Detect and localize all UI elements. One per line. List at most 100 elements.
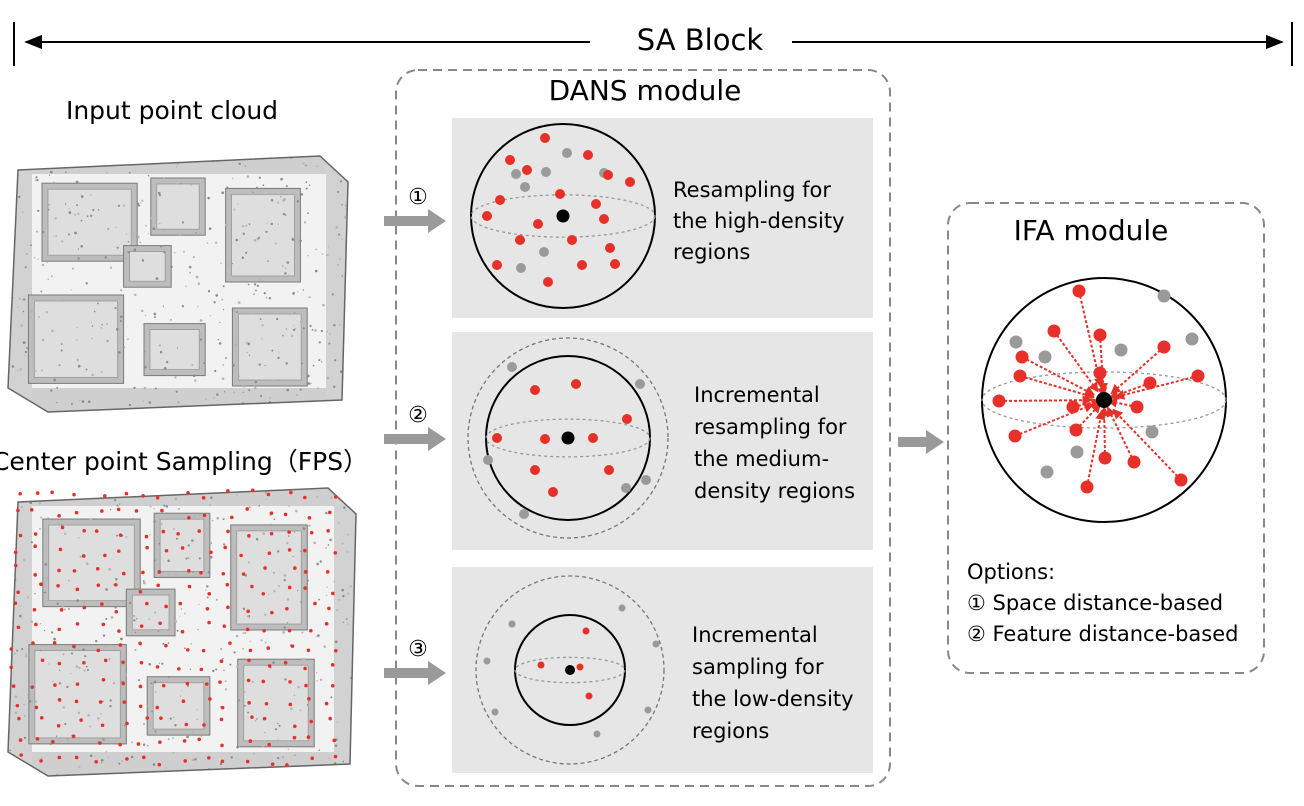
fps-sample-point xyxy=(303,569,308,574)
scan-point xyxy=(219,762,223,766)
fps-sample-point xyxy=(199,570,203,575)
fps-sample-point xyxy=(292,735,297,740)
scan-point xyxy=(125,256,128,259)
fps-sample-point xyxy=(201,496,206,500)
scan-point xyxy=(219,156,223,158)
scan-point xyxy=(152,763,156,766)
neighbor-point-red xyxy=(537,661,545,669)
scan-point xyxy=(16,649,19,652)
scan-point xyxy=(66,685,69,689)
dans-panel-high-density: ① Resampling for the high-density region… xyxy=(384,118,873,318)
scan-point xyxy=(302,657,306,661)
scan-point xyxy=(289,313,291,316)
scan-point xyxy=(41,230,45,234)
scan-point xyxy=(116,534,119,537)
scan-point xyxy=(134,631,137,634)
scan-point xyxy=(47,278,49,280)
scan-point xyxy=(81,400,85,403)
fps-sample-point xyxy=(287,585,292,590)
scan-point xyxy=(205,589,207,591)
sphere-high-density xyxy=(470,123,656,309)
fps-sample-point xyxy=(100,723,105,728)
scan-point xyxy=(105,588,108,591)
scan-point xyxy=(241,256,245,259)
scan-point xyxy=(297,291,299,293)
scan-point xyxy=(327,544,330,546)
neighbor-point-red xyxy=(548,487,558,497)
scan-point xyxy=(173,716,175,719)
scan-point xyxy=(244,164,247,168)
fps-sample-point xyxy=(245,759,250,764)
fps-sample-point xyxy=(247,534,251,538)
neighbor-point-red xyxy=(1127,455,1141,469)
scan-point xyxy=(45,577,49,580)
scan-point xyxy=(134,293,137,297)
fps-sample-point xyxy=(229,515,234,520)
scan-point xyxy=(248,223,251,226)
neighbor-point-red xyxy=(1143,376,1157,390)
scan-point xyxy=(242,607,246,610)
scan-point xyxy=(74,231,77,235)
scan-point xyxy=(100,758,104,762)
scan-point xyxy=(318,598,320,601)
scan-point xyxy=(262,532,266,536)
scan-point xyxy=(106,603,109,607)
scan-point xyxy=(286,622,289,624)
ifa-module: IFA module Options: ① Space distance-bas… xyxy=(947,202,1265,674)
scan-point xyxy=(30,490,33,493)
scan-point xyxy=(245,251,248,254)
scan-point xyxy=(49,170,53,174)
scan-point xyxy=(154,387,157,390)
fps-sample-point xyxy=(283,660,288,665)
furniture-surface xyxy=(48,524,135,602)
scan-point xyxy=(264,613,267,616)
scan-point xyxy=(62,653,65,656)
scan-point xyxy=(30,541,33,544)
scan-point xyxy=(237,301,241,304)
scan-point xyxy=(76,599,80,602)
scan-point xyxy=(196,718,198,721)
scan-point xyxy=(91,325,94,327)
dans-panel-low-density: ③ Incremental sampling for the low-densi… xyxy=(384,567,873,773)
scan-point xyxy=(125,536,128,538)
neighbor-point-red xyxy=(495,195,505,205)
aggregation-arrow xyxy=(998,395,1093,406)
fps-sample-point xyxy=(207,756,211,760)
fps-sample-point xyxy=(327,606,331,611)
neighbor-point-red xyxy=(555,189,565,199)
fps-sample-point xyxy=(118,643,123,647)
furniture-surface xyxy=(47,188,132,256)
scan-point xyxy=(174,620,178,623)
neighbor-point-red xyxy=(1072,284,1086,298)
scan-point xyxy=(186,556,190,560)
scan-point xyxy=(302,327,305,330)
fps-sample-point xyxy=(60,525,65,530)
fps-sample-point xyxy=(313,601,317,606)
scan-point xyxy=(175,537,178,540)
neighbor-point-gray xyxy=(511,169,521,179)
scan-point xyxy=(153,680,157,684)
scan-point xyxy=(97,717,100,720)
scan-point xyxy=(273,590,276,593)
fps-sample-point xyxy=(246,678,251,683)
fps-sample-point xyxy=(72,644,76,649)
scan-point xyxy=(195,232,197,234)
scan-point xyxy=(223,669,225,672)
scan-point xyxy=(263,291,266,295)
scan-point xyxy=(325,547,327,549)
equator-ellipse xyxy=(514,656,626,684)
fps-sample-point xyxy=(79,718,83,722)
scan-point xyxy=(33,151,35,153)
scan-point xyxy=(128,601,132,605)
scan-point xyxy=(47,208,50,211)
neighbor-point-red xyxy=(585,692,593,700)
scan-point xyxy=(39,649,42,652)
scan-point xyxy=(52,680,54,682)
scan-point xyxy=(204,398,207,401)
neighbor-point-red xyxy=(1069,423,1083,437)
fps-sample-point xyxy=(250,584,254,589)
scan-point xyxy=(109,704,112,708)
scan-point xyxy=(56,386,59,389)
room-outline xyxy=(7,155,349,413)
scan-point xyxy=(253,283,257,286)
